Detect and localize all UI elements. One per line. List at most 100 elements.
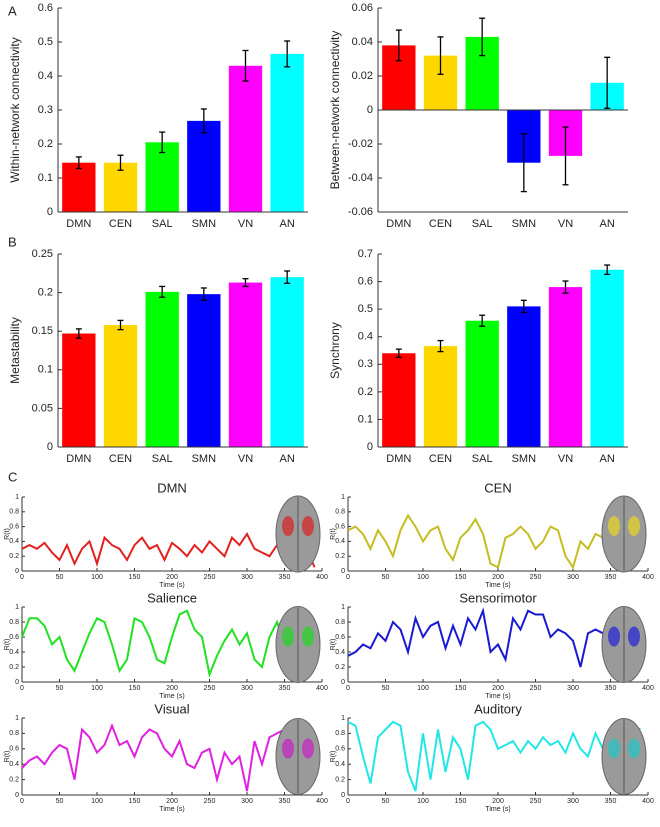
- y-tick-label: 1: [15, 494, 19, 501]
- bar: [382, 353, 416, 447]
- x-tick-label: 300: [241, 685, 253, 692]
- error-bar: [437, 36, 444, 75]
- x-tick-label: AN: [600, 453, 615, 465]
- y-tick-label: 1: [341, 715, 345, 722]
- bar: [187, 294, 221, 447]
- y-tick-label: 0.2: [335, 553, 345, 560]
- y-tick-label: 0.4: [9, 761, 19, 768]
- line: [347, 513, 641, 570]
- brain-region: [608, 738, 620, 759]
- error-bar: [242, 49, 249, 82]
- x-tick-label: 250: [204, 574, 216, 581]
- x-tick-label: 250: [530, 574, 542, 581]
- x-tick-label: SMN: [192, 453, 217, 465]
- brain-region: [628, 738, 640, 759]
- x-axis-label: Time (s): [159, 582, 184, 589]
- y-tick-label: 0.5: [358, 303, 373, 315]
- y-axis-label: R(t): [4, 751, 11, 763]
- y-tick-label: 0.1: [358, 413, 373, 425]
- brain-region: [302, 626, 314, 647]
- x-tick-label: 0: [346, 685, 350, 692]
- bar: [62, 333, 96, 447]
- x-tick-label: 200: [492, 798, 504, 805]
- x-tick-label: 400: [316, 685, 328, 692]
- chart-title: Auditory: [474, 701, 522, 716]
- error-bar: [159, 285, 166, 298]
- x-tick-label: 300: [567, 574, 579, 581]
- error-bar: [200, 287, 207, 301]
- y-tick-label: 0.6: [9, 746, 19, 753]
- y-tick-label: 0.6: [9, 634, 19, 641]
- y-tick-label: 0.2: [335, 776, 345, 783]
- x-axis-label: Time (s): [159, 693, 184, 700]
- x-tick-label: 400: [642, 574, 654, 581]
- bar: [465, 320, 499, 447]
- bar: [103, 162, 138, 212]
- y-tick-label: 0.1: [38, 364, 53, 376]
- error-bar: [520, 133, 527, 193]
- x-tick-label: 250: [204, 685, 216, 692]
- x-tick-label: DMN: [66, 218, 91, 230]
- y-tick-label: 0: [15, 568, 19, 575]
- x-tick-label: 350: [605, 574, 617, 581]
- x-tick-label: 0: [20, 798, 24, 805]
- x-tick-label: SMN: [512, 218, 537, 230]
- y-axis-label: Metastability: [8, 317, 22, 384]
- x-tick-label: 150: [455, 574, 467, 581]
- x-tick-label: CEN: [109, 453, 132, 465]
- error-bar: [117, 154, 124, 171]
- brain-region: [282, 738, 294, 759]
- y-tick-label: 0.8: [335, 509, 345, 516]
- error-bar: [117, 319, 124, 331]
- y-tick-label: 1: [15, 715, 19, 722]
- x-tick-label: 50: [382, 574, 390, 581]
- x-tick-label: 100: [417, 685, 429, 692]
- y-tick-label: 0.2: [9, 664, 19, 671]
- panel-label: B: [8, 234, 17, 249]
- x-tick-label: AN: [280, 453, 295, 465]
- y-tick-label: -0.02: [348, 138, 373, 150]
- y-tick-label: 0.2: [9, 553, 19, 560]
- x-tick-label: 0: [20, 685, 24, 692]
- x-tick-label: SAL: [472, 218, 493, 230]
- y-tick-label: 0.4: [9, 649, 19, 656]
- y-tick-label: 1: [15, 604, 19, 611]
- y-axis-label: Within-network connectivity: [8, 37, 22, 182]
- bar: [507, 306, 541, 447]
- bar: [228, 282, 263, 447]
- x-tick-label: 50: [56, 798, 64, 805]
- y-tick-label: 0.4: [9, 538, 19, 545]
- y-tick-label: 0.4: [335, 649, 345, 656]
- y-tick-label: 0.4: [335, 761, 345, 768]
- error-bar: [284, 40, 291, 68]
- y-tick-label: 0.25: [32, 248, 53, 260]
- y-tick-label: 0.6: [335, 634, 345, 641]
- x-tick-label: 100: [91, 798, 103, 805]
- y-tick-label: 1: [341, 604, 345, 611]
- y-tick-label: 0.15: [32, 325, 53, 337]
- chart-title: CEN: [484, 480, 511, 495]
- y-tick-label: 1: [341, 494, 345, 501]
- panel-label: A: [8, 3, 17, 18]
- x-tick-label: 200: [166, 685, 178, 692]
- x-tick-label: 50: [382, 798, 390, 805]
- x-tick-label: 0: [346, 574, 350, 581]
- y-tick-label: 0: [341, 568, 345, 575]
- brain-region: [282, 516, 294, 536]
- x-tick-label: DMN: [66, 453, 91, 465]
- x-tick-label: 300: [241, 798, 253, 805]
- x-tick-label: 200: [492, 574, 504, 581]
- x-tick-label: 100: [417, 574, 429, 581]
- x-tick-label: 350: [605, 798, 617, 805]
- x-tick-label: AN: [280, 218, 295, 230]
- x-tick-label: 350: [279, 685, 291, 692]
- y-tick-label: 0.2: [38, 287, 53, 299]
- y-tick-label: 0: [47, 441, 53, 453]
- y-tick-label: 0.4: [335, 538, 345, 545]
- y-tick-label: 0.8: [335, 730, 345, 737]
- y-axis-label: R(t): [330, 751, 337, 763]
- x-tick-label: CEN: [429, 453, 452, 465]
- line: [21, 609, 315, 678]
- x-tick-label: 250: [530, 798, 542, 805]
- y-tick-label: 0.04: [352, 36, 373, 48]
